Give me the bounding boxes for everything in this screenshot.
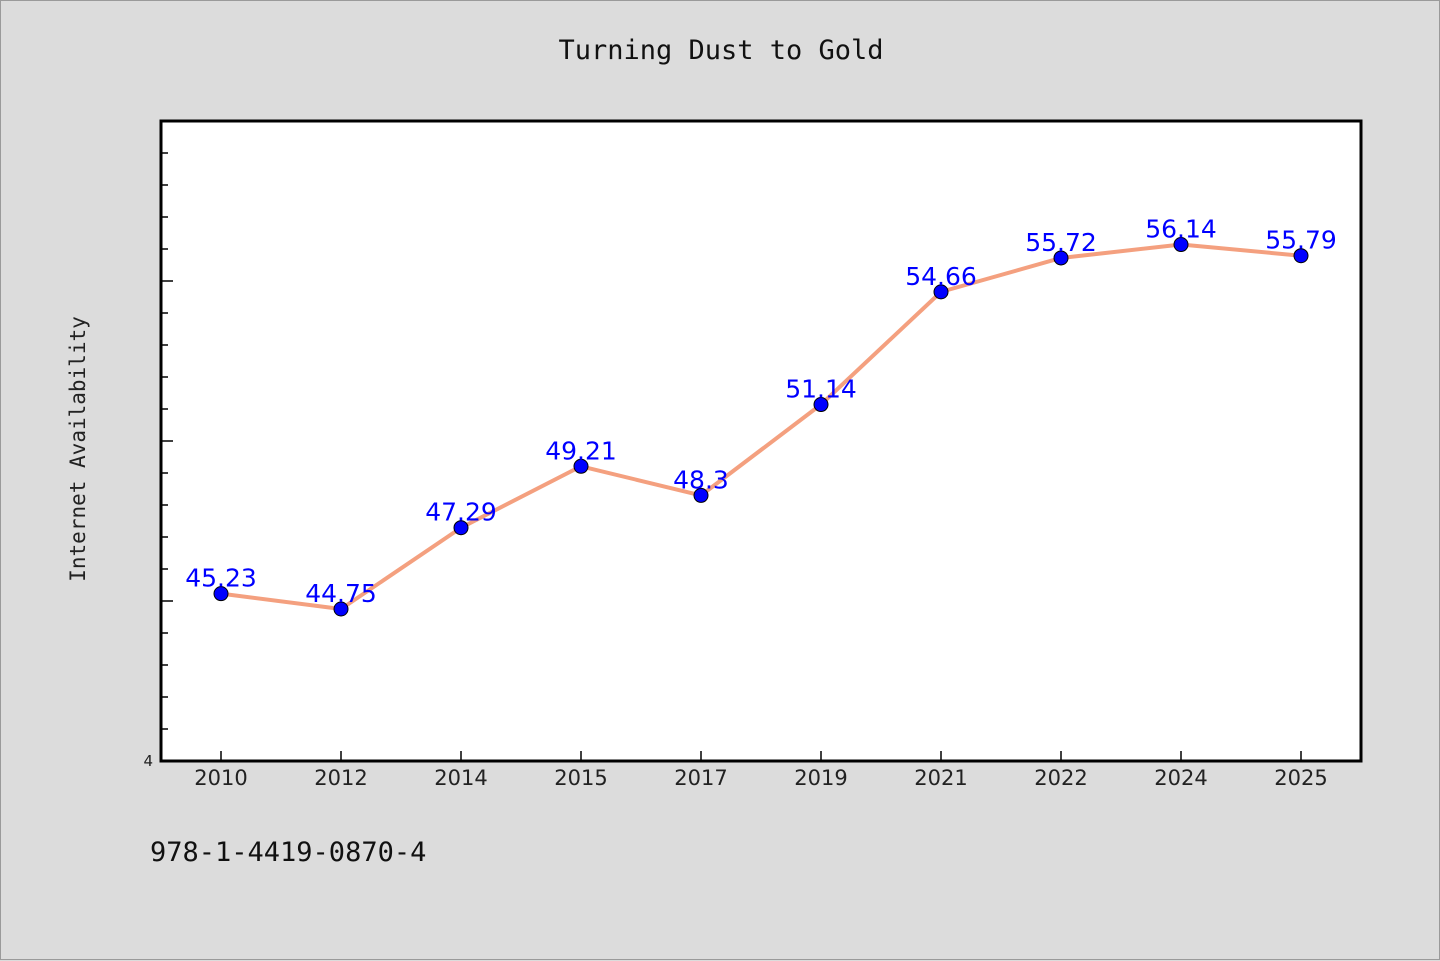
- x-tick-label: 2019: [794, 766, 847, 790]
- data-point: [1293, 248, 1309, 264]
- series-group: 45.23 44.75 47.29 49.21 48.3 51.14 54.66 55.72 5…: [185, 215, 1337, 617]
- data-point: [213, 586, 229, 602]
- data-label: 49.21: [545, 436, 617, 465]
- x-tick-label: 2022: [1034, 766, 1087, 790]
- data-label: 44.75: [305, 579, 377, 608]
- x-tick-label: 2014: [434, 766, 487, 790]
- plot-area: [159, 119, 1363, 763]
- data-label: 48.3: [673, 465, 729, 494]
- data-label: 51.14: [785, 375, 857, 404]
- x-tick-label: 2021: [914, 766, 967, 790]
- data-point: [813, 397, 829, 413]
- x-axis-ticks: 2010 2012 2014 2015 2017 2019 2021 2022 2024 2025: [194, 751, 1328, 790]
- series-line: [220, 242, 1302, 611]
- x-tick-label: 2024: [1154, 766, 1207, 790]
- y-tick-label: 4: [143, 752, 153, 770]
- data-point: [1053, 250, 1069, 266]
- data-point: [573, 458, 589, 474]
- x-tick-label: 2017: [674, 766, 727, 790]
- data-label: 55.72: [1025, 228, 1097, 257]
- data-point: [933, 284, 949, 300]
- y-axis-ticks: 4: [143, 120, 173, 770]
- x-tick-label: 2015: [554, 766, 607, 790]
- data-label: 45.23: [185, 564, 257, 593]
- x-tick-label: 2025: [1274, 766, 1327, 790]
- x-tick-label: 2010: [194, 766, 247, 790]
- data-label: 56.14: [1145, 215, 1217, 244]
- x-tick-label: 2012: [314, 766, 367, 790]
- data-label: 47.29: [425, 498, 497, 527]
- data-label: 54.66: [905, 262, 977, 291]
- data-point: [693, 487, 709, 503]
- chart-title: Turning Dust to Gold: [558, 35, 884, 66]
- isbn-code: 978-1-4419-0870-4: [150, 837, 427, 868]
- data-point: [333, 601, 349, 617]
- data-label: 55.79: [1265, 226, 1337, 255]
- data-point: [1173, 237, 1189, 253]
- data-point: [453, 520, 469, 536]
